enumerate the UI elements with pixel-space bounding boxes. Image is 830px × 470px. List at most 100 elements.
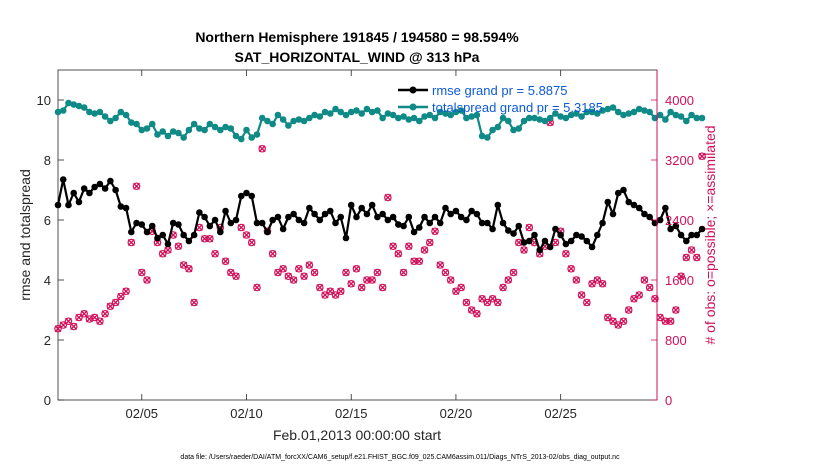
- spread-point: [148, 120, 156, 128]
- obs-possible-marker: [106, 302, 115, 311]
- obs-possible-marker: [158, 249, 167, 258]
- obs-possible-marker: [64, 317, 73, 326]
- spread-point: [316, 113, 324, 120]
- obs-possible-marker: [279, 264, 287, 273]
- rmse-point: [290, 210, 297, 218]
- spread-point: [363, 105, 371, 113]
- spread-point: [683, 117, 690, 125]
- rmse-point: [374, 213, 381, 221]
- obs-possible-marker: [598, 279, 607, 288]
- spread-point: [452, 108, 460, 116]
- obs-possible-marker: [509, 268, 518, 277]
- legend-spread-marker: [409, 103, 417, 111]
- obs-assimilated-marker: [410, 257, 418, 265]
- rmse-point: [698, 225, 706, 233]
- obs-possible-marker: [572, 276, 581, 284]
- obs-possible-marker: [666, 317, 675, 326]
- obs-possible-marker: [415, 257, 424, 266]
- spread-point: [672, 111, 680, 119]
- obs-assimilated-marker: [525, 224, 533, 231]
- spread-point: [190, 120, 198, 128]
- spread-point: [347, 108, 355, 116]
- x-tick-label: 02/20: [440, 406, 473, 421]
- obs-possible-marker: [384, 193, 392, 202]
- obs-possible-marker: [221, 257, 230, 266]
- rmse-point: [583, 237, 591, 245]
- obs-assimilated-marker: [677, 272, 685, 280]
- rmse-point: [510, 230, 517, 237]
- obs-possible-marker: [143, 276, 151, 284]
- spread-point: [578, 113, 585, 120]
- rmse-point: [143, 228, 151, 236]
- obs-possible-marker: [462, 298, 471, 307]
- rmse-point: [604, 198, 612, 206]
- rmse-point: [499, 219, 507, 227]
- spread-point: [604, 105, 612, 113]
- obs-assimilated-marker: [599, 280, 607, 288]
- obs-assimilated-marker: [431, 227, 439, 235]
- spread-point: [253, 131, 261, 138]
- obs-possible-marker: [242, 231, 251, 239]
- obs-possible-marker: [127, 238, 136, 247]
- obs-possible-marker: [483, 298, 492, 307]
- obs-assimilated-marker: [127, 239, 135, 246]
- rmse-point: [567, 237, 575, 245]
- obs-assimilated-marker: [562, 250, 570, 258]
- x-axis-label: Feb.01,2013 00:00:00 start: [273, 427, 441, 443]
- spread-point: [306, 114, 313, 122]
- obs-possible-marker: [436, 261, 445, 269]
- spread-point: [641, 107, 648, 114]
- spread-point: [431, 114, 439, 122]
- obs-possible-marker: [289, 276, 298, 284]
- spread-point: [201, 126, 208, 134]
- rmse-point: [379, 210, 386, 218]
- spread-point: [436, 108, 444, 116]
- spread-point: [499, 114, 507, 122]
- spread-point: [175, 129, 182, 137]
- spread-point: [635, 105, 643, 113]
- obs-possible-marker: [593, 276, 602, 284]
- obs-possible-marker: [405, 242, 413, 251]
- obs-assimilated-marker: [640, 276, 648, 284]
- spread-point: [65, 99, 72, 107]
- rmse-point: [478, 219, 486, 227]
- obs-assimilated-marker: [620, 317, 627, 325]
- spread-point: [295, 116, 303, 123]
- obs-possible-marker: [420, 246, 429, 254]
- spread-point: [484, 134, 491, 141]
- obs-assimilated-marker: [80, 310, 88, 318]
- obs-possible-marker: [137, 268, 146, 277]
- obs-assimilated-marker: [384, 194, 392, 201]
- rmse-point: [552, 225, 559, 233]
- obs-assimilated-marker: [138, 269, 146, 276]
- rmse-point: [295, 216, 303, 224]
- rmse-point: [562, 240, 570, 248]
- spread-point: [75, 102, 83, 110]
- obs-assimilated-marker: [258, 145, 266, 153]
- spread-point: [583, 108, 591, 116]
- obs-assimilated-marker: [504, 276, 512, 284]
- rmse-point: [274, 213, 282, 221]
- obs-possible-marker: [342, 268, 350, 277]
- obs-possible-marker: [562, 249, 570, 258]
- rmse-point: [222, 207, 229, 215]
- obs-possible-marker: [457, 283, 465, 292]
- spread-point: [274, 111, 282, 119]
- obs-assimilated-marker: [101, 310, 109, 318]
- obs-possible-marker: [672, 306, 680, 314]
- rmse-point: [520, 239, 528, 246]
- rmse-point: [368, 201, 376, 209]
- obs-possible-marker: [310, 268, 319, 277]
- obs-assimilated-marker: [300, 272, 308, 280]
- rmse-point: [164, 240, 172, 248]
- rmse-point: [395, 221, 402, 228]
- obs-assimilated-marker: [65, 317, 72, 325]
- rmse-point: [285, 213, 292, 221]
- rmse-point: [683, 237, 690, 245]
- spread-point: [426, 111, 434, 119]
- rmse-point: [646, 213, 653, 221]
- spread-point: [588, 108, 596, 116]
- rmse-point: [630, 201, 638, 209]
- obs-possible-marker: [452, 287, 460, 296]
